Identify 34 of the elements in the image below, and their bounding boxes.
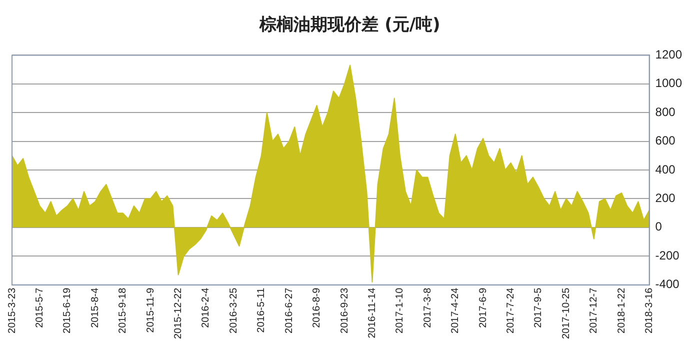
x-tick-label: 2017-7-24 xyxy=(506,287,517,334)
y-tick-label: 1000 xyxy=(655,76,682,90)
x-tick-label: 2017-9-5 xyxy=(533,287,544,328)
y-tick-label: -400 xyxy=(655,277,680,292)
x-tick-label: 2016-8-9 xyxy=(312,287,323,328)
x-tick-label: 2015-8-4 xyxy=(90,287,101,328)
x-tick-label: 2015-5-7 xyxy=(34,287,46,328)
y-tick-label: 600 xyxy=(655,134,676,148)
x-tick-label: 2017-10-25 xyxy=(560,287,572,340)
x-tick-label: 2017-12-7 xyxy=(588,287,600,334)
x-tick-label: 2017-6-9 xyxy=(478,287,489,328)
x-tick-label: 2015-3-23 xyxy=(6,287,18,334)
x-tick-label: 2015-11-9 xyxy=(145,287,156,333)
x-tick-label: 2018-1-22 xyxy=(616,287,628,334)
x-tick-label: 2017-3-8 xyxy=(422,287,434,328)
x-tick-label: 2016-9-23 xyxy=(339,287,350,334)
x-tick-label: 2017-1-10 xyxy=(394,287,406,334)
y-tick-label: 1200 xyxy=(655,48,682,62)
y-tick-label: 400 xyxy=(655,162,676,176)
x-tick-label: 2015-9-18 xyxy=(118,287,129,334)
x-tick-label: 2016-2-4 xyxy=(200,287,212,328)
y-tick-label: 800 xyxy=(655,104,676,119)
chart-title: 棕榈油期现价差 (元/吨) xyxy=(258,14,442,37)
y-tick-label: 0 xyxy=(655,220,662,234)
x-tick-label: 2015-12-22 xyxy=(173,287,184,340)
y-tick-label: -200 xyxy=(655,248,680,262)
x-tick-label: 2016-3-25 xyxy=(228,287,240,334)
y-tick-label: 200 xyxy=(655,191,676,206)
x-tick-label: 2015-6-19 xyxy=(62,287,74,334)
x-tick-label: 2016-5-11 xyxy=(256,287,268,333)
x-tick-label: 2018-3-16 xyxy=(644,287,656,334)
x-tick-label: 2017-4-24 xyxy=(450,287,462,334)
x-tick-label: 2016-6-27 xyxy=(284,287,295,334)
x-tick-label: 2016-11-14 xyxy=(366,287,378,338)
